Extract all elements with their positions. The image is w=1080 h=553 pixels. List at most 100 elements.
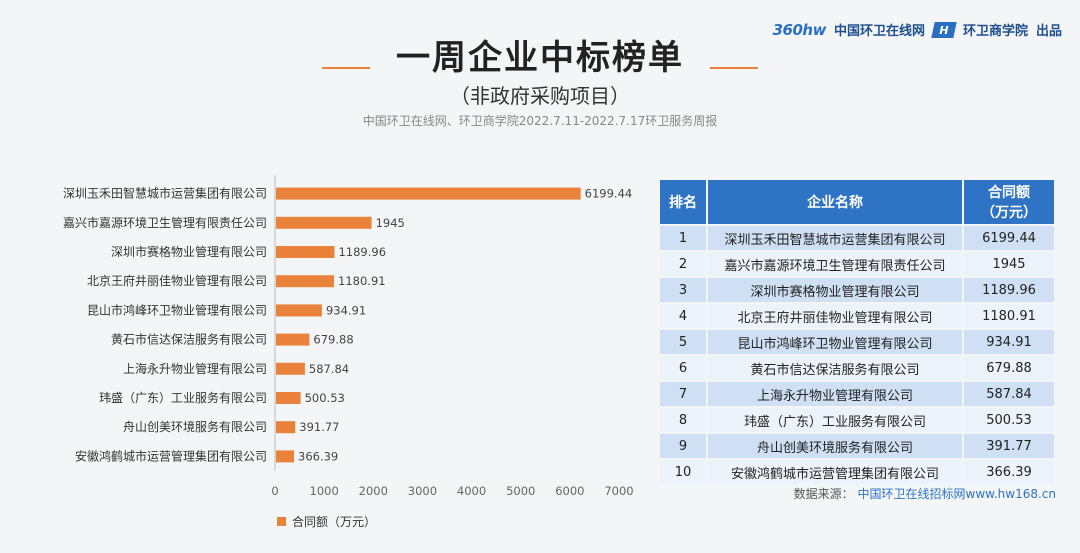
table-row: 3 深圳市赛格物业管理有限公司 1189.96 — [660, 278, 1054, 302]
legend-swatch — [277, 517, 286, 526]
title-decoration-left — [322, 67, 370, 69]
category-label: 玮盛（广东）工业服务有限公司 — [99, 390, 267, 405]
footer-label: 数据来源： — [793, 487, 854, 501]
rank-cell: 8 — [660, 408, 706, 432]
amount-cell: 391.77 — [964, 434, 1054, 458]
rank-cell: 6 — [660, 356, 706, 380]
amount-cell: 6199.44 — [964, 226, 1054, 250]
legend-label: 合同额（万元） — [292, 515, 377, 529]
chart-legend: 合同额（万元） — [277, 513, 376, 530]
x-tick-label: 1000 — [310, 484, 339, 498]
amount-cell: 1180.91 — [964, 304, 1054, 328]
amount-cell: 1945 — [964, 252, 1054, 276]
table-row: 7 上海永升物业管理有限公司 587.84 — [660, 382, 1054, 406]
company-cell: 深圳玉禾田智慧城市运营集团有限公司 — [708, 226, 962, 250]
bar-value-label: 1945 — [376, 216, 405, 230]
table-row: 10 安徽鸿鹤城市运营管理集团有限公司 366.39 — [660, 460, 1054, 484]
header-rank: 排名 — [660, 180, 706, 224]
bar — [276, 362, 305, 375]
table-row: 6 黄石市信达保洁服务有限公司 679.88 — [660, 356, 1054, 380]
category-label: 昆山市鸿峰环卫物业管理有限公司 — [87, 302, 267, 317]
x-tick-label: 2000 — [359, 484, 388, 498]
bar — [276, 333, 310, 346]
category-label: 舟山创美环境服务有限公司 — [123, 419, 267, 434]
bar-value-label: 1180.91 — [338, 274, 386, 288]
x-tick-label: 4000 — [457, 484, 486, 498]
bar — [276, 450, 295, 463]
brand-site-name: 中国环卫在线网 — [833, 24, 925, 39]
bar-value-label: 391.77 — [299, 420, 339, 434]
table-row: 2 嘉兴市嘉源环境卫生管理有限责任公司 1945 — [660, 252, 1054, 276]
rank-cell: 9 — [660, 434, 706, 458]
bar — [276, 421, 296, 434]
bar-value-label: 934.91 — [326, 303, 366, 317]
rank-cell: 1 — [660, 226, 706, 250]
rank-cell: 5 — [660, 330, 706, 354]
footer-source: 中国环卫在线招标网www.hw168.cn — [857, 487, 1057, 501]
company-cell: 嘉兴市嘉源环境卫生管理有限责任公司 — [708, 252, 962, 276]
bar-chart: 深圳玉禾田智慧城市运营集团有限公司 6199.44 嘉兴市嘉源环境卫生管理有限责任公… — [63, 175, 634, 498]
rank-cell: 7 — [660, 382, 706, 406]
x-tick-label: 5000 — [506, 484, 535, 498]
company-cell: 安徽鸿鹤城市运营管理集团有限公司 — [708, 460, 962, 484]
company-cell: 上海永升物业管理有限公司 — [708, 382, 962, 406]
rank-cell: 3 — [660, 278, 706, 302]
category-label: 黄石市信达保洁服务有限公司 — [111, 332, 267, 347]
bar — [276, 275, 335, 288]
company-cell: 深圳市赛格物业管理有限公司 — [708, 278, 962, 302]
logo-360hw: 360hw — [772, 20, 827, 39]
x-tick-label: 3000 — [408, 484, 437, 498]
table-row: 8 玮盛（广东）工业服务有限公司 500.53 — [660, 408, 1054, 432]
rank-cell: 10 — [660, 460, 706, 484]
amount-cell: 587.84 — [964, 382, 1054, 406]
category-label: 北京王府井丽佳物业管理有限公司 — [87, 273, 267, 288]
header-amount-line1: 合同额 — [988, 185, 1030, 201]
category-label: 深圳玉禾田智慧城市运营集团有限公司 — [63, 186, 267, 201]
bar-value-label: 366.39 — [298, 449, 338, 463]
header-amount-line2: （万元） — [981, 205, 1037, 221]
amount-cell: 679.88 — [964, 356, 1054, 380]
amount-cell: 500.53 — [964, 408, 1054, 432]
table-row: 9 舟山创美环境服务有限公司 391.77 — [660, 434, 1054, 458]
table-row: 1 深圳玉禾田智慧城市运营集团有限公司 6199.44 — [660, 226, 1054, 250]
category-label: 深圳市赛格物业管理有限公司 — [111, 244, 267, 259]
page-subtitle: （非政府采购项目） — [450, 84, 630, 108]
bar — [276, 392, 301, 404]
category-label: 上海永升物业管理有限公司 — [123, 361, 267, 376]
header-amount: 合同额 （万元） — [964, 180, 1054, 224]
bar — [276, 246, 335, 258]
amount-cell: 366.39 — [964, 460, 1054, 484]
bar-value-label: 6199.44 — [585, 187, 633, 201]
category-label: 嘉兴市嘉源环境卫生管理有限责任公司 — [63, 215, 267, 230]
bar — [276, 304, 322, 317]
brand-suffix: 出品 — [1035, 24, 1062, 39]
bar-value-label: 500.53 — [305, 391, 345, 405]
brand-college-name: 环卫商学院 — [962, 24, 1028, 39]
bar-value-label: 587.84 — [309, 362, 349, 376]
company-cell: 舟山创美环境服务有限公司 — [708, 434, 962, 458]
x-tick-label: 0 — [271, 484, 278, 498]
company-cell: 昆山市鸿峰环卫物业管理有限公司 — [708, 330, 962, 354]
table-row: 5 昆山市鸿峰环卫物业管理有限公司 934.91 — [660, 330, 1054, 354]
category-label: 安徽鸿鹤城市运营管理集团有限公司 — [75, 448, 267, 463]
bar-value-label: 679.88 — [313, 333, 353, 347]
company-cell: 黄石市信达保洁服务有限公司 — [708, 356, 962, 380]
brand-bar: 360hw 中国环卫在线网 H 环卫商学院 出品 — [772, 20, 1062, 40]
company-cell: 北京王府井丽佳物业管理有限公司 — [708, 304, 962, 328]
rank-cell: 4 — [660, 304, 706, 328]
rank-cell: 2 — [660, 252, 706, 276]
bar — [276, 216, 372, 229]
bar — [276, 187, 581, 200]
report-source-line: 中国环卫在线网、环卫商学院2022.7.11-2022.7.17环卫服务周报 — [362, 114, 718, 128]
table-row: 4 北京王府井丽佳物业管理有限公司 1180.91 — [660, 304, 1054, 328]
company-cell: 玮盛（广东）工业服务有限公司 — [708, 408, 962, 432]
amount-cell: 934.91 — [964, 330, 1054, 354]
data-source-footer: 数据来源： 中国环卫在线招标网www.hw168.cn — [794, 485, 1056, 502]
page-title: 一周企业中标榜单 — [396, 38, 684, 78]
x-tick-label: 7000 — [604, 484, 633, 498]
amount-cell: 1189.96 — [964, 278, 1054, 302]
header-company: 企业名称 — [708, 180, 962, 224]
x-tick-label: 6000 — [555, 484, 584, 498]
bar-value-label: 1189.96 — [338, 245, 386, 259]
ranking-table: 排名 企业名称 合同额 （万元） 1 深圳玉禾田智慧城市运营集团有限公司 6199.… — [658, 178, 1056, 486]
